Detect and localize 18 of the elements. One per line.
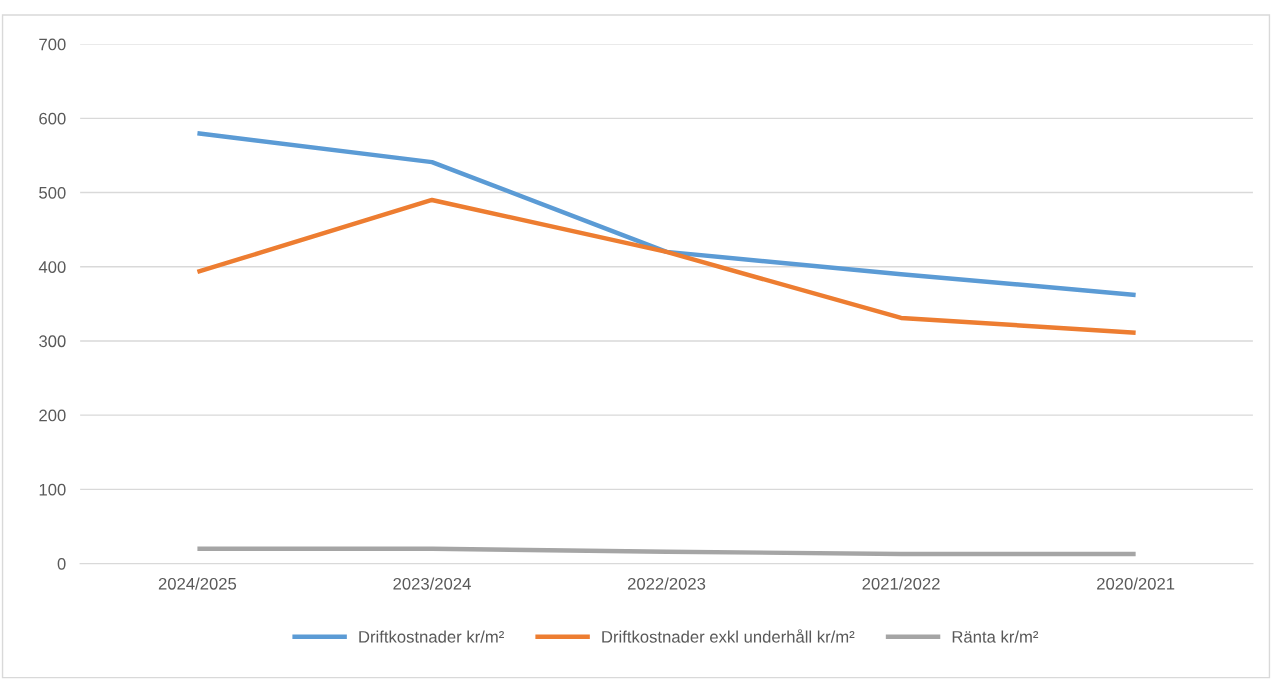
legend-label: Ränta kr/m² xyxy=(952,630,1039,643)
y-tick-label: 500 xyxy=(39,186,66,199)
x-tick-label: 2023/2024 xyxy=(393,577,471,590)
y-tick-label: 600 xyxy=(39,112,66,125)
y-tick-label: 700 xyxy=(39,38,66,51)
y-tick-label: 100 xyxy=(39,483,66,496)
y-tick-label: 400 xyxy=(38,261,66,273)
y-tick-label: 200 xyxy=(39,409,66,422)
x-tick-label: 2021/2022 xyxy=(862,577,940,590)
x-tick-label: 2022/2023 xyxy=(627,577,706,590)
legend-label: Driftkostnader kr/m² xyxy=(359,630,504,643)
x-tick-label: 2024/2025 xyxy=(158,577,237,590)
legend-label: Driftkostnader exkl underhåll kr/m² xyxy=(602,629,855,643)
line-series xyxy=(195,130,1138,298)
y-tick-label: 300 xyxy=(39,335,66,348)
line-series xyxy=(195,197,1138,336)
x-tick-label: 2020/2021 xyxy=(1097,577,1175,590)
y-tick-label: 0 xyxy=(57,557,66,570)
